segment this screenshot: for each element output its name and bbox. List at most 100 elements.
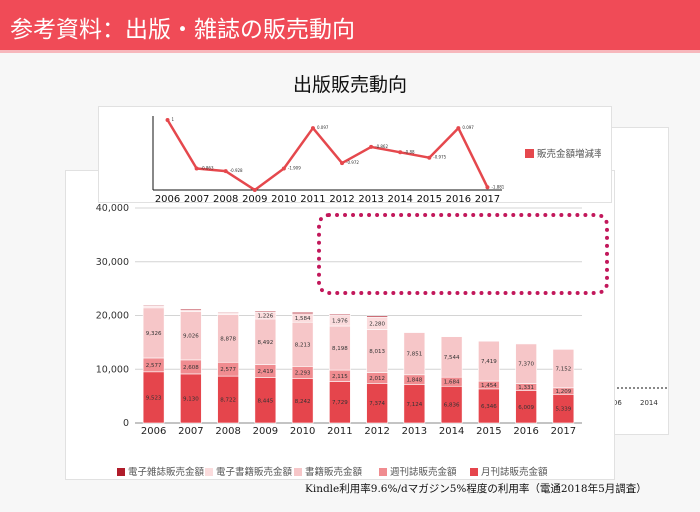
- bar-data-label: 8,013: [369, 349, 385, 355]
- line-data-label: -1.909: [288, 165, 301, 170]
- line-point: [398, 150, 403, 155]
- bar-data-label: 9,130: [183, 396, 199, 402]
- line-x-tick-label: 2008: [213, 194, 238, 205]
- y-tick-label: 40,000: [96, 203, 129, 214]
- bar-data-label: 7,370: [518, 362, 534, 368]
- line-x-tick-label: 2006: [155, 194, 180, 205]
- bar-data-label: 8,198: [332, 346, 348, 352]
- legend-book: 書籍販売金額: [294, 464, 362, 478]
- line-point: [456, 126, 461, 131]
- bar-data-label: 2,280: [369, 321, 385, 327]
- bar-segment: [478, 340, 500, 382]
- bar-segment: [142, 305, 165, 307]
- bar-segment: [552, 349, 575, 389]
- bar-segment: [403, 332, 426, 376]
- bar-data-label: 1,976: [332, 319, 348, 325]
- x-tick-label: 2015: [476, 426, 501, 437]
- bar-data-label: 9,523: [146, 395, 162, 401]
- bar-data-label: 7,851: [407, 352, 423, 358]
- bar-data-label: 2,577: [146, 363, 162, 369]
- line-x-tick-label: 2016: [446, 194, 471, 205]
- bar-data-label: 1,584: [295, 316, 311, 322]
- line-legend-label: 販売金額増減率: [537, 149, 601, 160]
- legend-weekly: 週刊誌販売金額: [379, 464, 457, 478]
- bar-segment: [329, 314, 351, 316]
- bar-segment: [440, 336, 463, 378]
- line-data-label: -0.88: [404, 149, 415, 154]
- bar-data-label: 8,213: [295, 342, 311, 348]
- bar-data-label: 1,331: [518, 385, 534, 391]
- bar-data-label: 6,836: [444, 403, 460, 409]
- line-x-tick-label: 2013: [358, 194, 383, 205]
- legend-label: 週刊誌販売金額: [390, 467, 457, 478]
- bar-data-label: 7,124: [407, 402, 423, 408]
- footnote: Kindle利用率9.6%/dマガジン5%程度の利用率（電通2018年5月調査）: [305, 483, 647, 495]
- x-tick-label: 2017: [551, 426, 576, 437]
- line-point: [281, 166, 286, 171]
- line-point: [340, 161, 345, 166]
- bar-data-label: 7,544: [444, 355, 460, 361]
- line-data-label: -0.972: [346, 160, 359, 165]
- y-tick-label: 0: [123, 418, 129, 429]
- x-tick-label: 2011: [327, 426, 352, 437]
- x-tick-label: 2009: [253, 426, 278, 437]
- bar-data-label: 1,684: [444, 380, 460, 386]
- bar-data-label: 1,848: [407, 378, 423, 384]
- line-point: [165, 118, 170, 122]
- bar-data-label: 5,339: [556, 407, 572, 413]
- bar-segment: [366, 315, 388, 318]
- legend-swatch: [117, 468, 125, 476]
- line-data-label: 1: [172, 117, 175, 122]
- highlight-box: [317, 213, 609, 295]
- line-x-tick-label: 2014: [387, 194, 412, 205]
- line-data-label: -0.975: [433, 155, 446, 160]
- bar-data-label: 8,492: [258, 340, 274, 346]
- side-x-label-end: 2014: [640, 399, 658, 407]
- bar-data-label: 2,012: [369, 376, 385, 382]
- x-tick-label: 2007: [178, 426, 203, 437]
- line-x-tick-label: 2012: [329, 194, 354, 205]
- line-point: [223, 169, 228, 174]
- line-x-tick-label: 2011: [300, 194, 325, 205]
- bar-data-label: 8,445: [258, 398, 274, 404]
- bar-data-label: 8,878: [220, 336, 236, 342]
- legend-ebook: 電子書籍販売金額: [205, 464, 292, 478]
- bar-segment: [515, 343, 537, 384]
- bar-data-label: 2,293: [295, 371, 311, 377]
- line-data-label: -0.928: [230, 168, 243, 173]
- line-x-tick-label: 2007: [184, 194, 209, 205]
- bar-data-label: 2,577: [220, 367, 236, 373]
- growth-series-line: [166, 119, 489, 192]
- bar-data-label: 1,454: [481, 383, 497, 389]
- bar-data-label: 2,608: [183, 365, 199, 371]
- line-point: [485, 185, 490, 190]
- legend-swatch: [379, 468, 387, 476]
- bar-data-label: 7,419: [481, 359, 497, 365]
- line-x-tick-label: 2015: [417, 194, 442, 205]
- line-point: [369, 144, 374, 149]
- legend-monthly: 月刊誌販売金額: [470, 464, 548, 478]
- bar-data-label: 9,326: [146, 331, 162, 337]
- slide-subtitle: 出版販売動向: [292, 74, 407, 96]
- x-tick-label: 2006: [141, 426, 166, 437]
- y-tick-label: 20,000: [96, 311, 129, 322]
- line-legend: 販売金額増減率: [525, 146, 601, 160]
- line-data-label: -1.881: [491, 184, 504, 189]
- legend-label: 月刊誌販売金額: [481, 467, 548, 478]
- legend-emagazine: 電子雑誌販売金額: [117, 464, 204, 478]
- bar-data-label: 7,152: [556, 367, 572, 373]
- bar-data-label: 2,419: [258, 369, 274, 375]
- bar-data-label: 7,374: [369, 401, 385, 407]
- bar-segment: [291, 312, 314, 315]
- bar-segment: [180, 308, 202, 311]
- x-tick-label: 2008: [215, 426, 240, 437]
- bar-data-label: 8,722: [220, 398, 236, 404]
- line-point: [252, 188, 257, 192]
- legend-label: 電子雑誌販売金額: [128, 467, 205, 478]
- line-x-tick-label: 2010: [271, 194, 296, 205]
- bar-data-label: 1,209: [556, 389, 572, 395]
- bar-data-label: 1,226: [258, 314, 274, 320]
- header-bar: [0, 0, 700, 50]
